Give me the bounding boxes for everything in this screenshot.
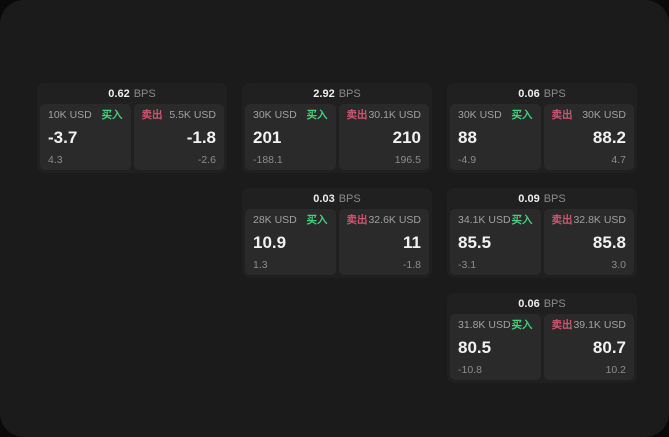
buy-amount: 30K USD bbox=[253, 109, 297, 121]
bps-header: 0.03 BPS bbox=[242, 188, 432, 209]
bps-value: 2.92 bbox=[313, 87, 335, 100]
sell-pane[interactable]: 卖出 32.8K USD 85.8 3.0 bbox=[543, 209, 634, 275]
buy-pane[interactable]: 28K USD 买入 10.9 1.3 bbox=[245, 209, 336, 275]
sell-pane[interactable]: 卖出 30.1K USD 210 196.5 bbox=[338, 104, 429, 170]
buy-pane[interactable]: 34.1K USD 买入 85.5 -3.1 bbox=[450, 209, 541, 275]
sell-amount: 30K USD bbox=[582, 109, 626, 121]
buy-pane[interactable]: 30K USD 买入 88 -4.9 bbox=[450, 104, 541, 170]
sell-label[interactable]: 卖出 bbox=[551, 214, 573, 226]
buy-amount: 10K USD bbox=[48, 109, 92, 121]
buy-pane[interactable]: 10K USD 买入 -3.7 4.3 bbox=[40, 104, 131, 170]
buy-delta: 4.3 bbox=[48, 153, 63, 166]
buy-price: 201 bbox=[253, 128, 282, 147]
sell-pane[interactable]: 卖出 32.6K USD 11 -1.8 bbox=[338, 209, 429, 275]
bps-header: 0.06 BPS bbox=[447, 293, 637, 314]
sell-delta: 3.0 bbox=[611, 258, 626, 271]
bps-unit: BPS bbox=[133, 87, 156, 100]
buy-amount: 30K USD bbox=[458, 109, 502, 121]
bps-value: 0.06 bbox=[518, 297, 540, 310]
buy-price: 88 bbox=[458, 128, 477, 147]
buy-price: 80.5 bbox=[458, 338, 492, 357]
sell-delta: 4.7 bbox=[611, 153, 626, 166]
quote-card: 0.03 BPS 28K USD 买入 10.9 1.3 卖出 32.6K US… bbox=[242, 188, 432, 278]
sell-label[interactable]: 卖出 bbox=[551, 109, 573, 121]
quote-card: 0.09 BPS 34.1K USD 买入 85.5 -3.1 卖出 32.8K… bbox=[447, 188, 637, 278]
quote-card: 0.06 BPS 30K USD 买入 88 -4.9 卖出 30K USD 8… bbox=[447, 83, 637, 173]
bps-unit: BPS bbox=[338, 87, 361, 100]
buy-pane[interactable]: 31.8K USD 买入 80.5 -10.8 bbox=[450, 314, 541, 380]
sell-amount: 32.8K USD bbox=[573, 214, 626, 226]
sell-label[interactable]: 卖出 bbox=[551, 319, 573, 331]
buy-label[interactable]: 买入 bbox=[306, 109, 328, 121]
bps-header: 0.06 BPS bbox=[447, 83, 637, 104]
sell-pane[interactable]: 卖出 5.5K USD -1.8 -2.6 bbox=[133, 104, 224, 170]
buy-label[interactable]: 买入 bbox=[511, 214, 533, 226]
buy-price: 10.9 bbox=[253, 233, 287, 252]
sell-amount: 32.6K USD bbox=[368, 214, 421, 226]
buy-delta: -3.1 bbox=[458, 258, 477, 271]
sell-price: 210 bbox=[392, 128, 421, 147]
buy-label[interactable]: 买入 bbox=[306, 214, 328, 226]
sell-label[interactable]: 卖出 bbox=[346, 214, 368, 226]
sell-pane[interactable]: 卖出 30K USD 88.2 4.7 bbox=[543, 104, 634, 170]
buy-delta: -188.1 bbox=[253, 153, 283, 166]
sell-label[interactable]: 卖出 bbox=[141, 109, 163, 121]
sell-price: 88.2 bbox=[592, 128, 626, 147]
bps-value: 0.62 bbox=[108, 87, 130, 100]
buy-pane[interactable]: 30K USD 买入 201 -188.1 bbox=[245, 104, 336, 170]
bps-header: 2.92 BPS bbox=[242, 83, 432, 104]
sell-amount: 5.5K USD bbox=[169, 109, 216, 121]
sell-pane[interactable]: 卖出 39.1K USD 80.7 10.2 bbox=[543, 314, 634, 380]
bps-header: 0.09 BPS bbox=[447, 188, 637, 209]
bps-unit: BPS bbox=[543, 192, 566, 205]
bps-header: 0.62 BPS bbox=[37, 83, 227, 104]
sell-delta: -1.8 bbox=[402, 258, 421, 271]
sell-delta: 196.5 bbox=[394, 153, 421, 166]
sell-price: 80.7 bbox=[592, 338, 626, 357]
sell-label[interactable]: 卖出 bbox=[346, 109, 368, 121]
buy-price: 85.5 bbox=[458, 233, 492, 252]
bps-value: 0.09 bbox=[518, 192, 540, 205]
quote-card: 2.92 BPS 30K USD 买入 201 -188.1 卖出 30.1K … bbox=[242, 83, 432, 173]
buy-delta: -10.8 bbox=[458, 363, 482, 376]
buy-delta: -4.9 bbox=[458, 153, 477, 166]
buy-amount: 34.1K USD bbox=[458, 214, 511, 226]
bps-value: 0.03 bbox=[313, 192, 335, 205]
quote-card: 0.62 BPS 10K USD 买入 -3.7 4.3 卖出 5.5K USD… bbox=[37, 83, 227, 173]
sell-price: 11 bbox=[403, 233, 421, 252]
buy-price: -3.7 bbox=[48, 128, 78, 147]
sell-price: 85.8 bbox=[592, 233, 626, 252]
sell-delta: 10.2 bbox=[605, 363, 626, 376]
buy-label[interactable]: 买入 bbox=[101, 109, 123, 121]
buy-label[interactable]: 买入 bbox=[511, 109, 533, 121]
quote-card: 0.06 BPS 31.8K USD 买入 80.5 -10.8 卖出 39.1… bbox=[447, 293, 637, 383]
buy-label[interactable]: 买入 bbox=[511, 319, 533, 331]
bps-value: 0.06 bbox=[518, 87, 540, 100]
bps-unit: BPS bbox=[338, 192, 361, 205]
sell-amount: 30.1K USD bbox=[368, 109, 421, 121]
buy-amount: 31.8K USD bbox=[458, 319, 511, 331]
bps-unit: BPS bbox=[543, 297, 566, 310]
sell-amount: 39.1K USD bbox=[573, 319, 626, 331]
sell-price: -1.8 bbox=[186, 128, 216, 147]
buy-amount: 28K USD bbox=[253, 214, 297, 226]
sell-delta: -2.6 bbox=[197, 153, 216, 166]
bps-unit: BPS bbox=[543, 87, 566, 100]
buy-delta: 1.3 bbox=[253, 258, 268, 271]
